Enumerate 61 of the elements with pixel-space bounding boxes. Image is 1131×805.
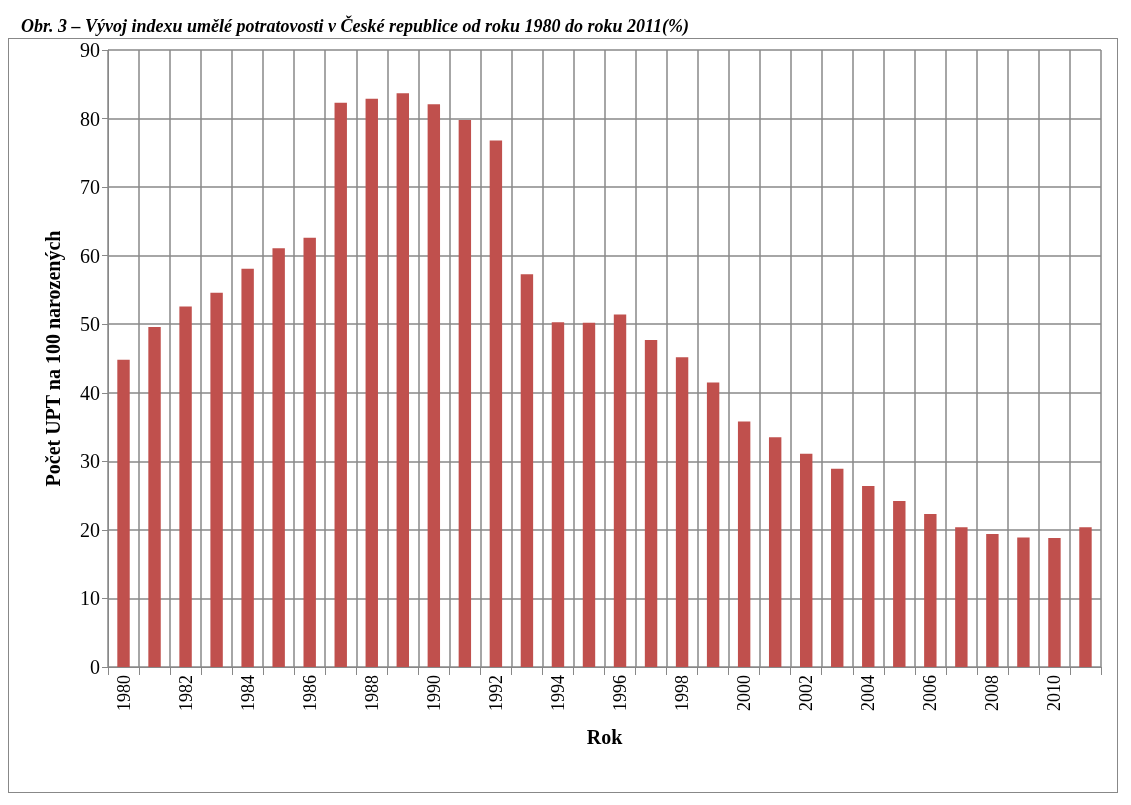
bar xyxy=(179,306,192,667)
bar xyxy=(117,359,130,667)
bar xyxy=(924,514,937,667)
bar xyxy=(644,339,658,667)
y-axis-title: Počet UPT na 100 narozených xyxy=(42,230,65,487)
bar xyxy=(303,237,316,667)
x-tick-label: 2006 xyxy=(920,675,941,711)
bar xyxy=(551,322,565,667)
x-tick-label: 1992 xyxy=(485,675,506,711)
x-tick-label: 2000 xyxy=(734,675,755,711)
y-tick-label: 80 xyxy=(80,107,100,130)
bar xyxy=(520,274,534,667)
bar xyxy=(893,501,906,667)
y-tick-label: 10 xyxy=(80,587,100,610)
bar xyxy=(582,322,596,667)
bar xyxy=(831,468,844,667)
x-tick-label: 1996 xyxy=(610,675,631,711)
x-axis-title: Rok xyxy=(586,726,624,748)
y-tick-label: 70 xyxy=(80,176,100,199)
y-tick-label: 40 xyxy=(80,381,100,404)
bar xyxy=(613,314,627,667)
bar xyxy=(210,292,223,667)
bar xyxy=(768,437,782,667)
x-tick-label: 1984 xyxy=(237,675,258,711)
bar xyxy=(955,527,968,667)
bar xyxy=(800,453,813,667)
bar xyxy=(986,534,999,667)
bar xyxy=(675,357,689,667)
bar xyxy=(396,93,409,667)
y-tick-label: 20 xyxy=(80,518,100,541)
bar xyxy=(427,104,441,667)
y-tick-label: 50 xyxy=(80,313,100,336)
x-tick-label: 1994 xyxy=(547,675,568,711)
bar xyxy=(272,248,285,667)
x-tick-label: 2010 xyxy=(1044,675,1065,711)
y-tick-label: 60 xyxy=(80,244,100,267)
x-tick-label: 1998 xyxy=(672,675,693,711)
bar xyxy=(365,98,378,667)
bar xyxy=(334,102,347,667)
bar xyxy=(241,268,254,667)
bar xyxy=(706,382,720,667)
y-tick-label: 30 xyxy=(80,450,100,473)
bar xyxy=(489,140,503,667)
bar xyxy=(458,119,472,667)
x-tick-label: 2008 xyxy=(982,675,1003,711)
bar xyxy=(148,326,161,667)
bar xyxy=(1017,537,1030,667)
bar xyxy=(737,421,751,667)
x-tick-label: 2004 xyxy=(858,675,879,711)
x-tick-label: 1988 xyxy=(361,675,382,711)
x-tick-label: 1990 xyxy=(423,675,444,711)
x-tick-label: 1982 xyxy=(175,675,196,711)
x-tick-label: 2002 xyxy=(796,675,817,711)
bar xyxy=(1079,527,1092,667)
x-tick-label: 1980 xyxy=(113,675,134,711)
chart-title: Obr. 3 – Vývoj indexu umělé potratovosti v České republice od roku 1980 do roku 2011(%) xyxy=(21,15,689,37)
x-tick-label: 1986 xyxy=(299,675,320,711)
y-tick-label: 0 xyxy=(90,656,100,678)
y-tick-label: 90 xyxy=(80,39,100,61)
bar xyxy=(862,486,875,667)
bar xyxy=(1048,538,1061,667)
